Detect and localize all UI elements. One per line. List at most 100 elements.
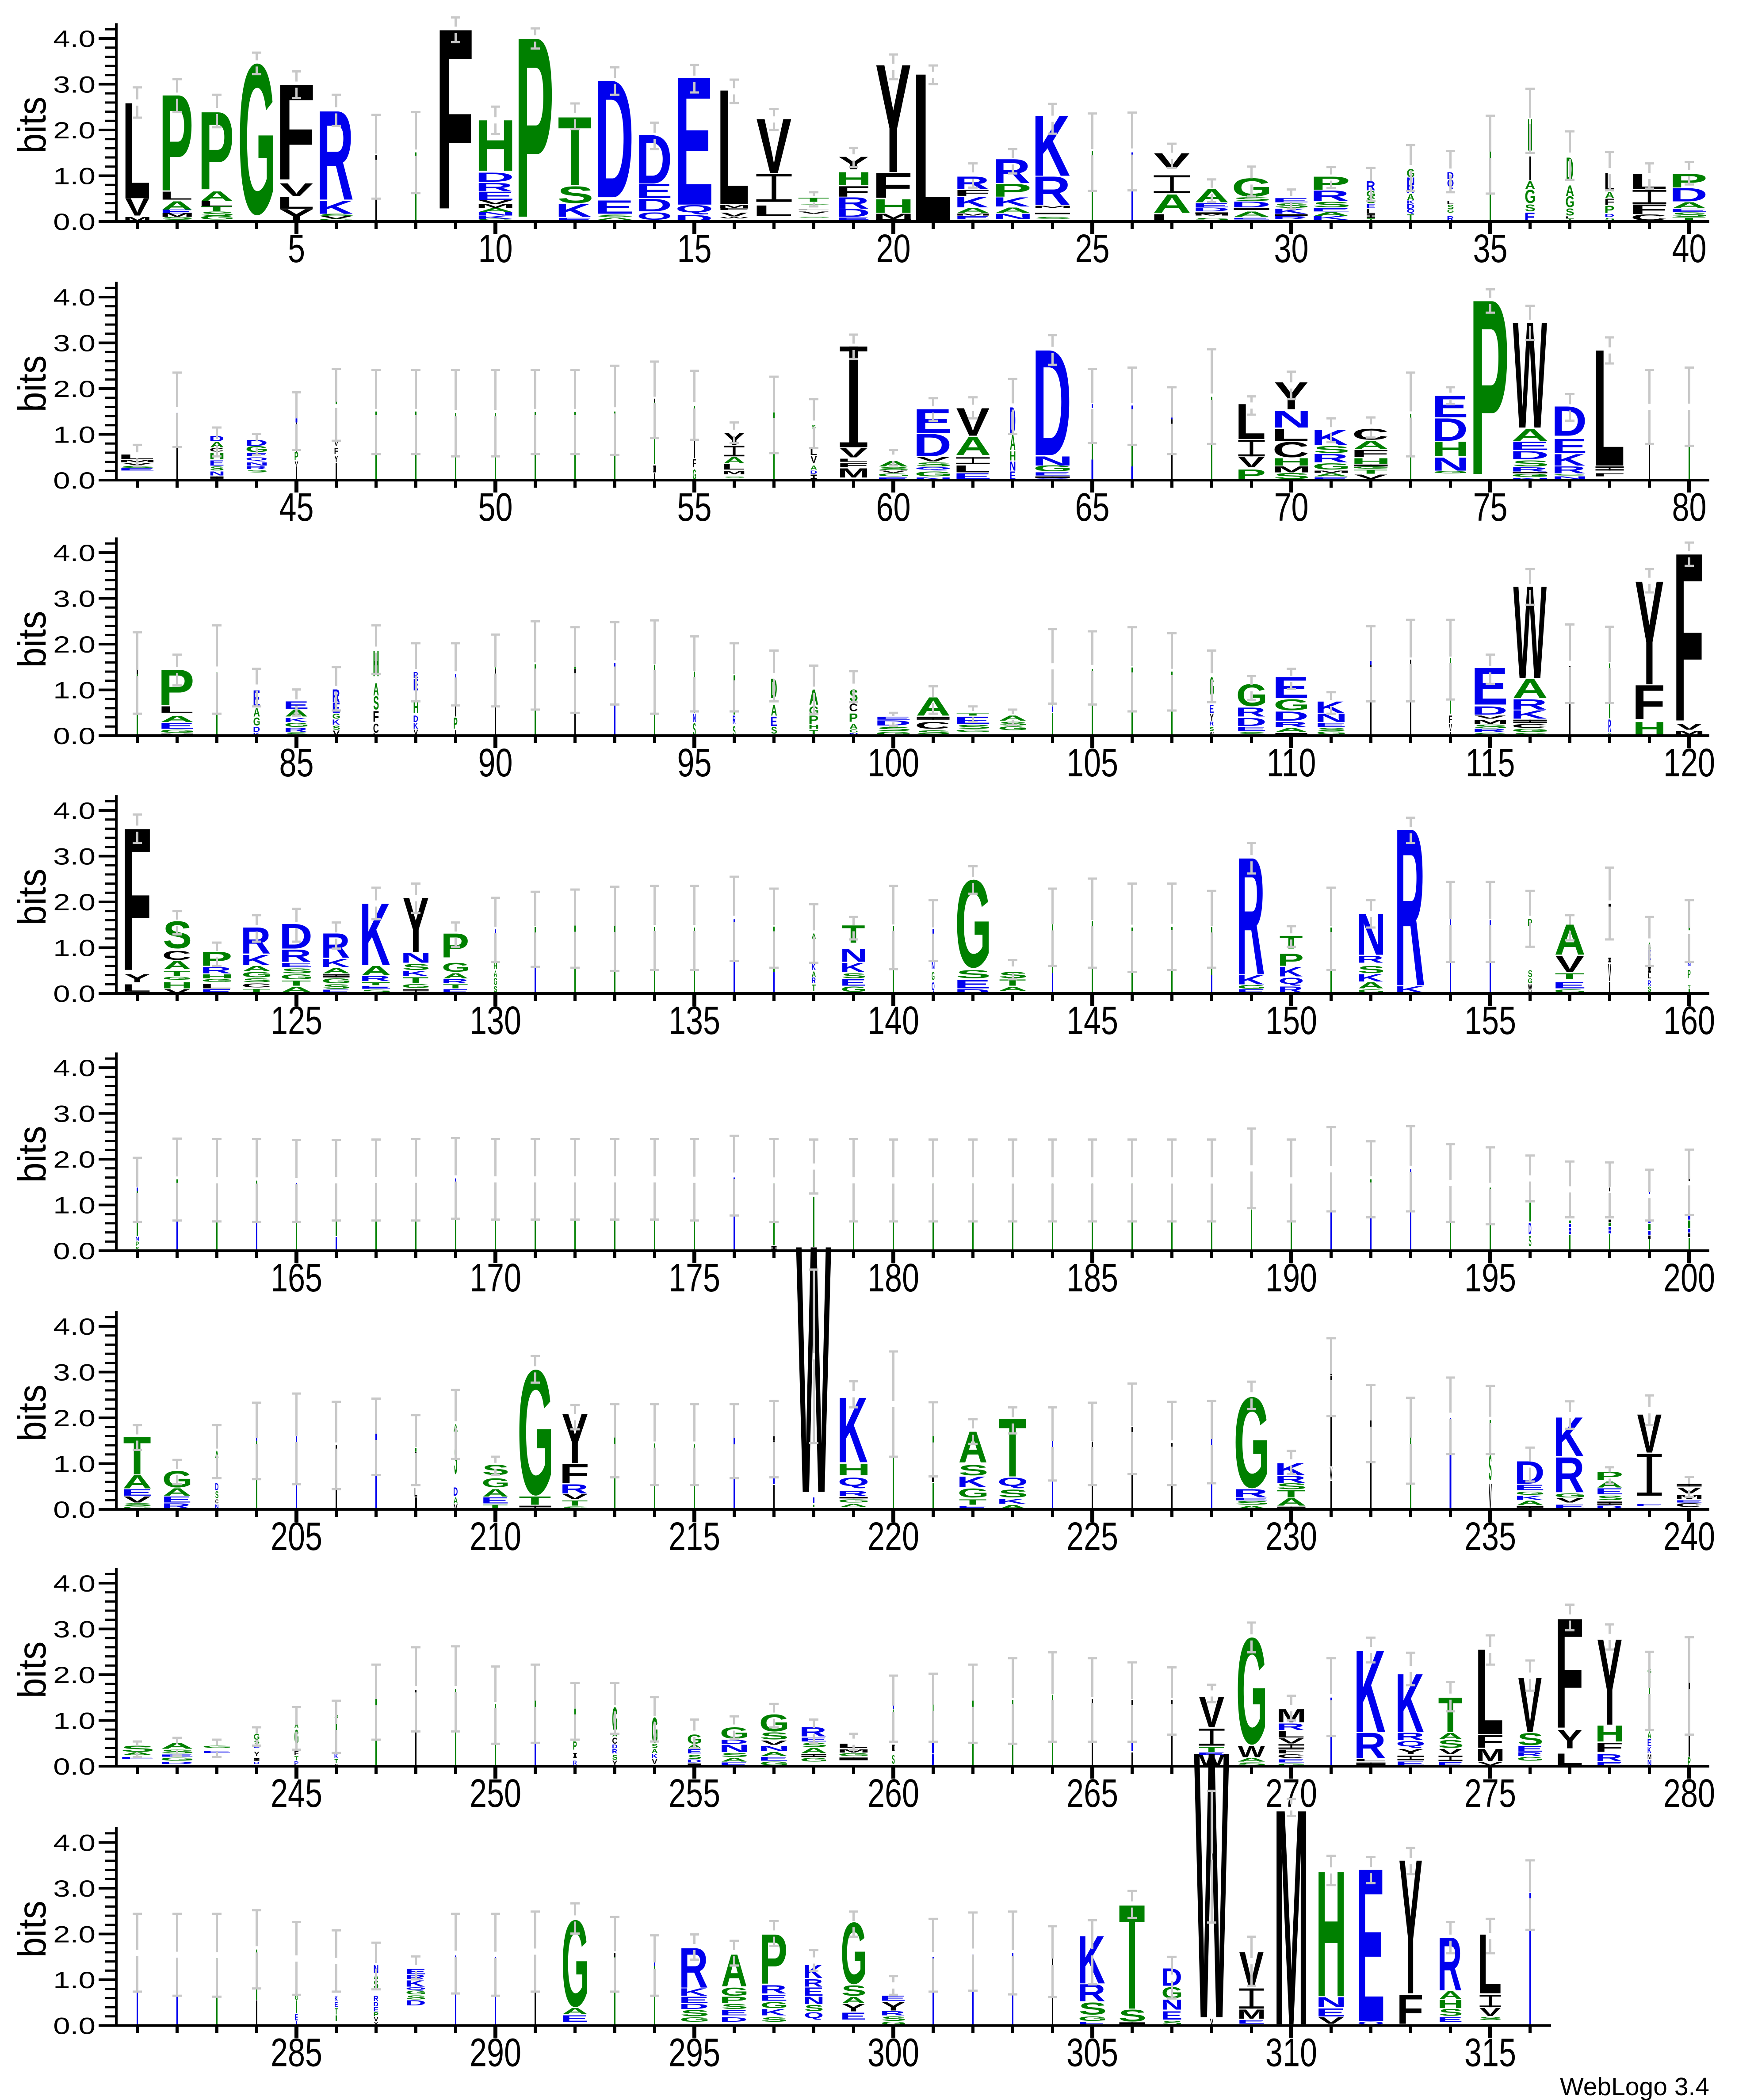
svg-text:T: T (294, 1755, 299, 1762)
svg-text:S: S (1439, 2007, 1463, 2018)
svg-text:T: T (562, 1499, 588, 1507)
svg-text:C: C (1631, 213, 1667, 222)
svg-text:V: V (1555, 951, 1585, 977)
svg-text:F: F (953, 188, 991, 198)
svg-text:G: G (800, 1757, 828, 1763)
svg-text:V: V (956, 400, 990, 444)
svg-text:F: F (1604, 197, 1615, 207)
svg-text:Y: Y (1557, 1724, 1582, 1754)
svg-text:S: S (1276, 1481, 1307, 1491)
svg-text:N: N (840, 945, 867, 966)
svg-text:L: L (199, 983, 232, 990)
svg-text:0.0: 0.0 (53, 1497, 96, 1523)
svg-text:F: F (373, 709, 379, 725)
svg-text:S: S (771, 725, 777, 736)
svg-text:V: V (124, 1495, 151, 1504)
svg-text:bits: bits (10, 1642, 54, 1699)
svg-text:A: A (959, 1422, 988, 1472)
svg-text:M: M (1032, 206, 1073, 209)
svg-text:30: 30 (1274, 227, 1308, 271)
svg-text:L: L (722, 462, 745, 471)
svg-text:4.0: 4.0 (53, 1830, 96, 1856)
svg-text:E: E (1276, 1758, 1306, 1764)
svg-text:Y: Y (374, 2021, 378, 2026)
svg-text:G: G (1528, 977, 1532, 985)
svg-text:G: G (284, 722, 310, 729)
svg-text:A: A (1512, 673, 1548, 704)
svg-text:G: G (1357, 989, 1385, 993)
svg-text:R: R (1278, 985, 1303, 995)
svg-text:1.0: 1.0 (53, 1967, 96, 1993)
svg-text:G: G (332, 713, 340, 721)
svg-text:K: K (1356, 972, 1383, 984)
svg-text:0.0: 0.0 (53, 981, 96, 1007)
svg-text:G: G (562, 1895, 589, 2032)
svg-text:V: V (1439, 1747, 1463, 1756)
svg-text:G: G (958, 1486, 989, 1500)
svg-text:Q: Q (804, 2011, 823, 2020)
svg-text:H: H (1009, 449, 1016, 464)
svg-text:D: D (159, 1761, 194, 1764)
svg-text:D: D (679, 2003, 709, 2011)
svg-text:E: E (759, 1993, 788, 2003)
svg-text:R: R (1471, 728, 1507, 733)
svg-text:E: E (953, 472, 992, 481)
svg-text:S: S (1648, 986, 1651, 994)
svg-text:S: S (200, 210, 235, 217)
svg-text:E: E (1437, 2016, 1463, 2024)
svg-text:S: S (1273, 472, 1310, 481)
svg-text:K: K (321, 957, 350, 970)
svg-text:G: G (838, 1498, 870, 1503)
svg-text:P: P (719, 1995, 748, 2005)
svg-text:A: A (1566, 183, 1574, 199)
svg-text:185: 185 (1066, 1256, 1118, 1300)
svg-text:V: V (1556, 1497, 1584, 1504)
svg-text:V: V (1478, 1761, 1503, 1766)
svg-text:N: N (1009, 459, 1016, 473)
svg-text:F: F (1629, 202, 1668, 217)
svg-text:165: 165 (271, 1256, 322, 1300)
svg-text:M: M (1471, 718, 1509, 725)
svg-text:G: G (955, 729, 992, 733)
svg-text:S: S (1316, 727, 1346, 732)
svg-text:E: E (954, 977, 991, 991)
svg-text:R: R (279, 946, 311, 966)
svg-text:1.0: 1.0 (53, 1708, 96, 1734)
svg-text:D: D (719, 1738, 748, 1745)
svg-text:K: K (555, 200, 592, 221)
svg-text:M: M (1647, 1753, 1651, 1760)
svg-text:K: K (811, 962, 816, 972)
svg-text:K: K (1354, 1625, 1386, 1757)
svg-text:G: G (849, 729, 858, 733)
svg-text:V: V (917, 456, 950, 463)
svg-text:G: G (241, 970, 273, 979)
svg-text:S: S (1237, 1762, 1267, 1766)
svg-text:R: R (733, 714, 736, 726)
svg-text:V: V (811, 454, 817, 466)
svg-text:P: P (158, 660, 195, 716)
svg-text:95: 95 (677, 741, 711, 785)
svg-text:G: G (201, 978, 233, 983)
svg-text:A: A (1233, 210, 1270, 219)
svg-text:V: V (125, 193, 149, 221)
svg-text:C: C (1675, 1502, 1702, 1508)
svg-text:E: E (1674, 1500, 1704, 1503)
svg-text:T: T (123, 1426, 151, 1486)
svg-text:S: S (215, 1489, 219, 1501)
svg-text:E: E (320, 989, 351, 993)
svg-text:S: S (1234, 1500, 1269, 1506)
svg-text:L: L (117, 453, 155, 461)
svg-text:2.0: 2.0 (53, 376, 96, 402)
svg-text:G: G (1277, 1763, 1306, 1766)
svg-text:D: D (636, 121, 673, 199)
svg-text:V: V (1318, 2016, 1344, 2026)
svg-text:S: S (161, 216, 194, 220)
svg-text:S: S (494, 984, 497, 994)
svg-text:S: S (1529, 1233, 1532, 1250)
svg-text:190: 190 (1265, 1256, 1317, 1300)
svg-text:35: 35 (1473, 227, 1507, 271)
svg-text:K: K (1551, 451, 1586, 469)
svg-text:A: A (1313, 472, 1349, 477)
svg-text:K: K (401, 970, 429, 977)
svg-text:R: R (1356, 954, 1383, 965)
